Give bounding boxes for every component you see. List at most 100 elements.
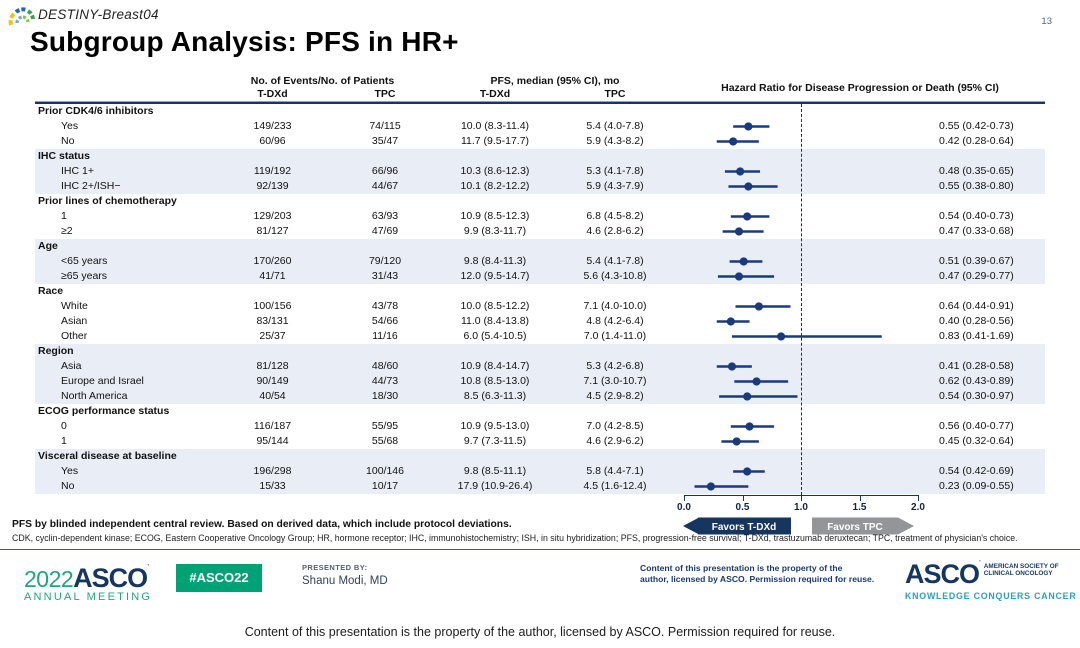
section-label: Prior CDK4/6 inhibitors [38,105,154,117]
header-pfs-tdxd: T-DXd [479,88,511,100]
table-row: Asian 83/131 54/66 11.0 (8.4-13.8) 4.8 (4.2-… [35,314,1045,329]
subgroup-label: Asia [61,360,82,372]
axis-tick [859,495,861,501]
axis-tick-label: 2.0 [911,502,925,513]
forest-cell [675,329,935,344]
subgroup-label: No [61,135,75,147]
ci-marker [716,317,750,326]
cell-pfs-tpc: 4.5 (1.6-12.4) [583,480,647,492]
axis-tick-label: 1.0 [794,502,808,513]
cell-events-tpc: 11/16 [372,330,398,342]
section-row: Region [35,344,1045,359]
cell-pfs-tdxd: 10.3 (8.6-12.3) [460,165,530,177]
subgroup-label: 1 [61,435,67,447]
forest-cell [675,269,935,284]
cell-pfs-tdxd: 11.0 (8.4-13.8) [460,315,530,327]
svg-text:Favors TPC: Favors TPC [827,522,883,533]
footer-notice-line2: author, licensed by ASCO. Permission req… [640,574,875,584]
footer-notice: Content of this presentation is the prop… [640,563,895,585]
cell-pfs-tpc: 7.1 (3.0-10.7) [583,375,647,387]
cell-pfs-tpc: 7.0 (1.4-11.0) [583,330,647,342]
table-row: 0 116/187 55/95 10.9 (9.5-13.0) 7.0 (4.2-8.5… [35,419,1045,434]
ci-marker [730,212,770,221]
cell-events-tpc: 10/17 [371,480,399,492]
cell-events-tdxd: 119/192 [253,165,292,177]
table-row: Asia 81/128 48/60 10.9 (8.4-14.7) 5.3 (4.2-6… [35,359,1045,374]
ci-marker [716,137,759,146]
forest-cell [675,419,935,434]
forest-cell [675,314,935,329]
section-row: Prior CDK4/6 inhibitors [35,104,1045,119]
subgroup-label: Europe and Israel [61,375,144,387]
subgroup-label: No [61,480,75,492]
forest-cell [675,389,935,404]
subgroup-label: 1 [61,210,67,222]
cell-events-tpc: 79/120 [368,255,402,267]
cell-pfs-tpc: 4.5 (2.9-8.2) [586,390,644,402]
cell-events-tpc: 35/47 [371,135,399,147]
cell-events-tpc: 31/43 [371,270,399,282]
cell-pfs-tpc: 5.9 (4.3-7.9) [586,180,644,192]
cell-hr-text: 0.51 (0.39-0.67) [939,255,1014,267]
cell-hr-text: 0.55 (0.42-0.73) [939,120,1014,132]
section-label: Prior lines of chemotherapy [38,195,177,207]
cell-hr-text: 0.54 (0.30-0.97) [939,390,1014,402]
cell-hr-text: 0.23 (0.09-0.55) [939,480,1014,492]
cell-events-tdxd: 170/260 [253,255,292,267]
hashtag-badge: #ASCO22 [176,564,262,592]
forest-cell [675,134,935,149]
forest-cell [675,434,935,449]
cell-pfs-tdxd: 10.8 (8.5-13.0) [460,375,530,387]
destiny-breast04-logo-icon [8,7,35,26]
cell-events-tpc: 63/93 [371,210,399,222]
subgroup-label: ≥65 years [61,270,108,282]
cell-events-tpc: 55/68 [371,435,399,447]
axis-tick [742,495,744,501]
subgroup-label: White [61,300,88,312]
cell-pfs-tdxd: 9.8 (8.5-11.1) [463,465,527,477]
subgroup-label: <65 years [61,255,108,267]
forest-cell [675,299,935,314]
subgroup-label: 0 [61,420,67,432]
section-row: ECOG performance status [35,404,1045,419]
cell-events-tpc: 100/146 [366,465,404,477]
cell-pfs-tdxd: 10.9 (8.5-12.3) [460,210,530,222]
cell-pfs-tpc: 7.0 (4.2-8.5) [586,420,644,432]
subgroup-label: Asian [61,315,88,327]
subgroup-label: Yes [61,120,79,132]
header-events-group: No. of Events/No. of Patients [250,75,395,87]
ci-marker [733,467,765,476]
cell-events-tpc: 74/115 [369,120,401,132]
cell-pfs-tpc: 5.3 (4.2-6.8) [586,360,644,372]
section-row: IHC status [35,149,1045,164]
axis-tick-label: 1.5 [852,502,867,513]
table-row: ≥65 years 41/71 31/43 12.0 (9.5-14.7) 5.6 (4… [35,269,1045,284]
cell-events-tdxd: 196/298 [253,465,292,477]
favors-tdxd-arrow [683,517,699,535]
cell-events-tdxd: 81/127 [256,225,289,237]
cell-pfs-tdxd: 8.5 (6.3-11.3) [463,390,527,402]
cell-events-tpc: 47/69 [371,225,399,237]
cell-hr-text: 0.45 (0.32-0.64) [939,435,1014,447]
cell-events-tdxd: 81/128 [256,360,289,372]
cell-hr-text: 0.64 (0.44-0.91) [939,300,1014,312]
ci-marker [724,167,761,176]
cell-hr-text: 0.42 (0.28-0.64) [939,135,1014,147]
table-row: Yes 149/233 74/115 10.0 (8.3-11.4) 5.4 (4.0-… [35,119,1045,134]
favors-arrows: Favors T-DXd Favors TPC [683,517,914,535]
asco-annual-meeting-logo: 2022ASCO’ ANNUAL MEETING [24,563,153,603]
cell-events-tdxd: 100/156 [253,300,292,312]
cell-hr-text: 0.47 (0.33-0.68) [939,225,1014,237]
cell-hr-text: 0.62 (0.43-0.89) [939,375,1014,387]
section-row: Prior lines of chemotherapy [35,194,1045,209]
cell-events-tpc: 44/73 [371,375,399,387]
forest-cell [675,374,935,389]
table-row: <65 years 170/260 79/120 9.8 (8.4-11.3) 5.4 … [35,254,1045,269]
cell-pfs-tdxd: 10.1 (8.2-12.2) [460,180,530,192]
footer: 2022ASCO’ ANNUAL MEETING #ASCO22 PRESENT… [0,551,1080,619]
asco-society-logo: ASCO’ AMERICAN SOCIETY OF CLINICAL ONCOLOG… [905,559,1077,601]
table-row: 1 129/203 63/93 10.9 (8.5-12.3) 6.8 (4.5-8.2… [35,209,1045,224]
header-events-tpc: TPC [374,88,396,100]
subgroup-label: IHC 2+/ISH− [61,180,121,192]
cell-pfs-tdxd: 10.9 (8.4-14.7) [460,360,530,372]
